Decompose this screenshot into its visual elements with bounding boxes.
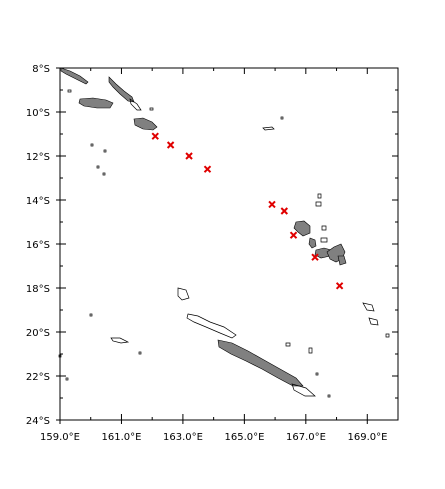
y-tick-label: 18°S: [26, 284, 50, 295]
x-axis-labels: 159.0°E 161.0°E 163.0°E 165.0°E 167.0°E …: [40, 432, 387, 443]
islet-l: [177, 287, 190, 301]
island-choiseul: [60, 67, 89, 85]
tick-marks: [56, 67, 399, 424]
islet-x: [327, 394, 331, 398]
islet-h: [280, 116, 284, 120]
markers: [151, 132, 344, 290]
islet-e: [102, 172, 106, 176]
y-tick-label: 22°S: [26, 372, 50, 383]
x-tick-label: 165.0°E: [225, 432, 265, 443]
island-malekula: [308, 237, 317, 249]
y-tick-label: 12°S: [26, 152, 50, 163]
island-makira: [133, 117, 158, 131]
island-guadalcanal: [78, 97, 114, 109]
red-x-marker: [280, 207, 289, 215]
islet-p: [110, 337, 130, 344]
y-tick-label: 14°S: [26, 196, 50, 207]
islet-q: [89, 313, 93, 317]
islet-v: [308, 347, 313, 354]
x-tick-label: 163.0°E: [163, 432, 203, 443]
islet-m: [362, 302, 375, 312]
island-santa-isabel: [108, 76, 135, 103]
islet-b: [149, 107, 154, 111]
red-x-marker: [335, 282, 344, 290]
islet-k: [321, 225, 327, 231]
y-tick-label: 10°S: [26, 108, 50, 119]
islet-i: [317, 193, 322, 199]
x-tick-label: 159.0°E: [40, 432, 80, 443]
red-x-marker: [185, 152, 193, 160]
y-tick-label: 8°S: [32, 64, 50, 75]
islet-w: [315, 372, 319, 376]
y-axis-labels: 8°S 10°S 12°S 14°S 16°S 18°S 20°S 22°S 2…: [26, 64, 50, 427]
red-x-marker: [166, 141, 175, 149]
x-tick-label: 169.0°E: [348, 432, 388, 443]
islet-c: [90, 143, 94, 147]
red-x-marker: [289, 231, 298, 239]
island-malaita: [129, 98, 142, 111]
red-x-marker: [151, 132, 159, 140]
islet-g: [262, 126, 275, 131]
reef-outline: [186, 313, 237, 339]
x-tick-label: 161.0°E: [102, 432, 142, 443]
islet-t: [65, 377, 69, 381]
islet-o: [385, 333, 390, 338]
islet-n: [368, 317, 379, 326]
island-new-caledonia: [217, 339, 304, 387]
island-espiritu-santo: [293, 220, 311, 237]
y-tick-label: 20°S: [26, 328, 50, 339]
islet-f: [103, 149, 107, 153]
coastlines: [58, 67, 390, 398]
y-tick-label: 24°S: [26, 416, 50, 427]
islet-d: [96, 165, 100, 169]
red-x-marker: [268, 200, 276, 209]
islet-j: [315, 201, 322, 207]
red-x-marker: [203, 165, 212, 173]
islet-a: [67, 89, 72, 93]
islet-u: [285, 342, 291, 347]
island-erromango: [337, 255, 347, 266]
islet-r: [138, 351, 142, 355]
map-frame: [59, 67, 399, 421]
new-caledonia-reef: [291, 383, 316, 397]
red-x-marker: [311, 253, 319, 261]
x-tick-label: 167.0°E: [286, 432, 326, 443]
y-tick-label: 16°S: [26, 240, 50, 251]
island-ambrym: [320, 237, 328, 243]
